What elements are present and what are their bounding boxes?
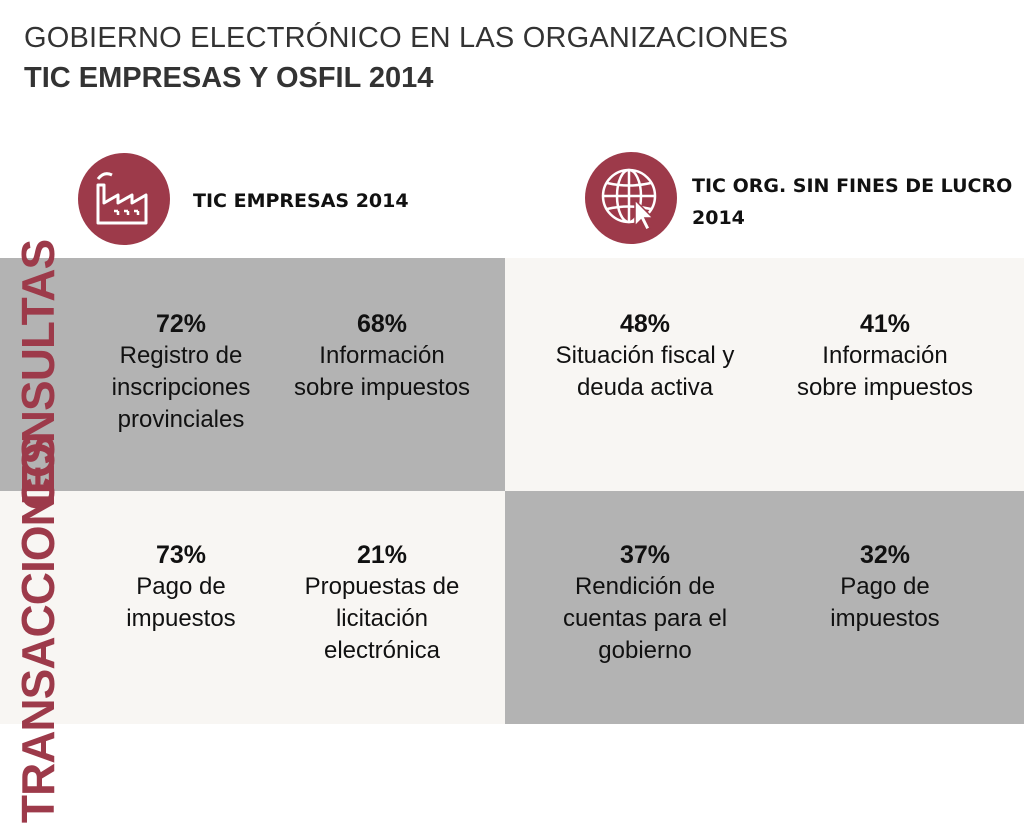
stat-transacciones-3: 37% Rendición de cuentas para el gobiern… <box>530 539 760 667</box>
stat-percent: 73% <box>155 541 207 569</box>
factory-icon <box>78 153 170 245</box>
stat-percent: 48% <box>619 310 671 338</box>
stat-percent: 32% <box>859 541 911 569</box>
stat-percent: 37% <box>619 541 671 569</box>
stat-percent: 68% <box>356 310 408 338</box>
stat-transacciones-2: 21% Propuestas de licitación electrónica <box>276 539 488 667</box>
osfil-label-line2: 2014 <box>692 207 745 229</box>
stat-percent: 72% <box>155 310 207 338</box>
stat-percent: 21% <box>356 541 408 569</box>
page-title: GOBIERNO ELECTRÓNICO EN LAS ORGANIZACION… <box>24 22 789 54</box>
globe-cursor-icon <box>585 152 677 244</box>
empresas-label: TIC EMPRESAS 2014 <box>193 190 409 212</box>
row-label-transacciones: TRANSACCIONES <box>12 434 64 823</box>
cell-transacciones-osfil <box>505 491 1024 724</box>
cell-transacciones-empresas <box>0 491 505 724</box>
stat-consultas-1: 72% Registro de inscripciones provincial… <box>90 308 272 436</box>
stat-consultas-4: 41% Información sobre impuestos <box>774 308 996 404</box>
cell-consultas-empresas <box>0 258 505 491</box>
stat-consultas-3: 48% Situación fiscal y deuda activa <box>530 308 760 404</box>
stat-transacciones-1: 73% Pago de impuestos <box>90 539 272 635</box>
stat-transacciones-4: 32% Pago de impuestos <box>774 539 996 635</box>
stat-consultas-2: 68% Información sobre impuestos <box>276 308 488 404</box>
page-subtitle: TIC EMPRESAS Y OSFIL 2014 <box>24 62 434 94</box>
cell-consultas-osfil <box>505 258 1024 491</box>
stat-percent: 41% <box>859 310 911 338</box>
osfil-label-line1: TIC ORG. SIN FINES DE LUCRO <box>692 175 1013 197</box>
